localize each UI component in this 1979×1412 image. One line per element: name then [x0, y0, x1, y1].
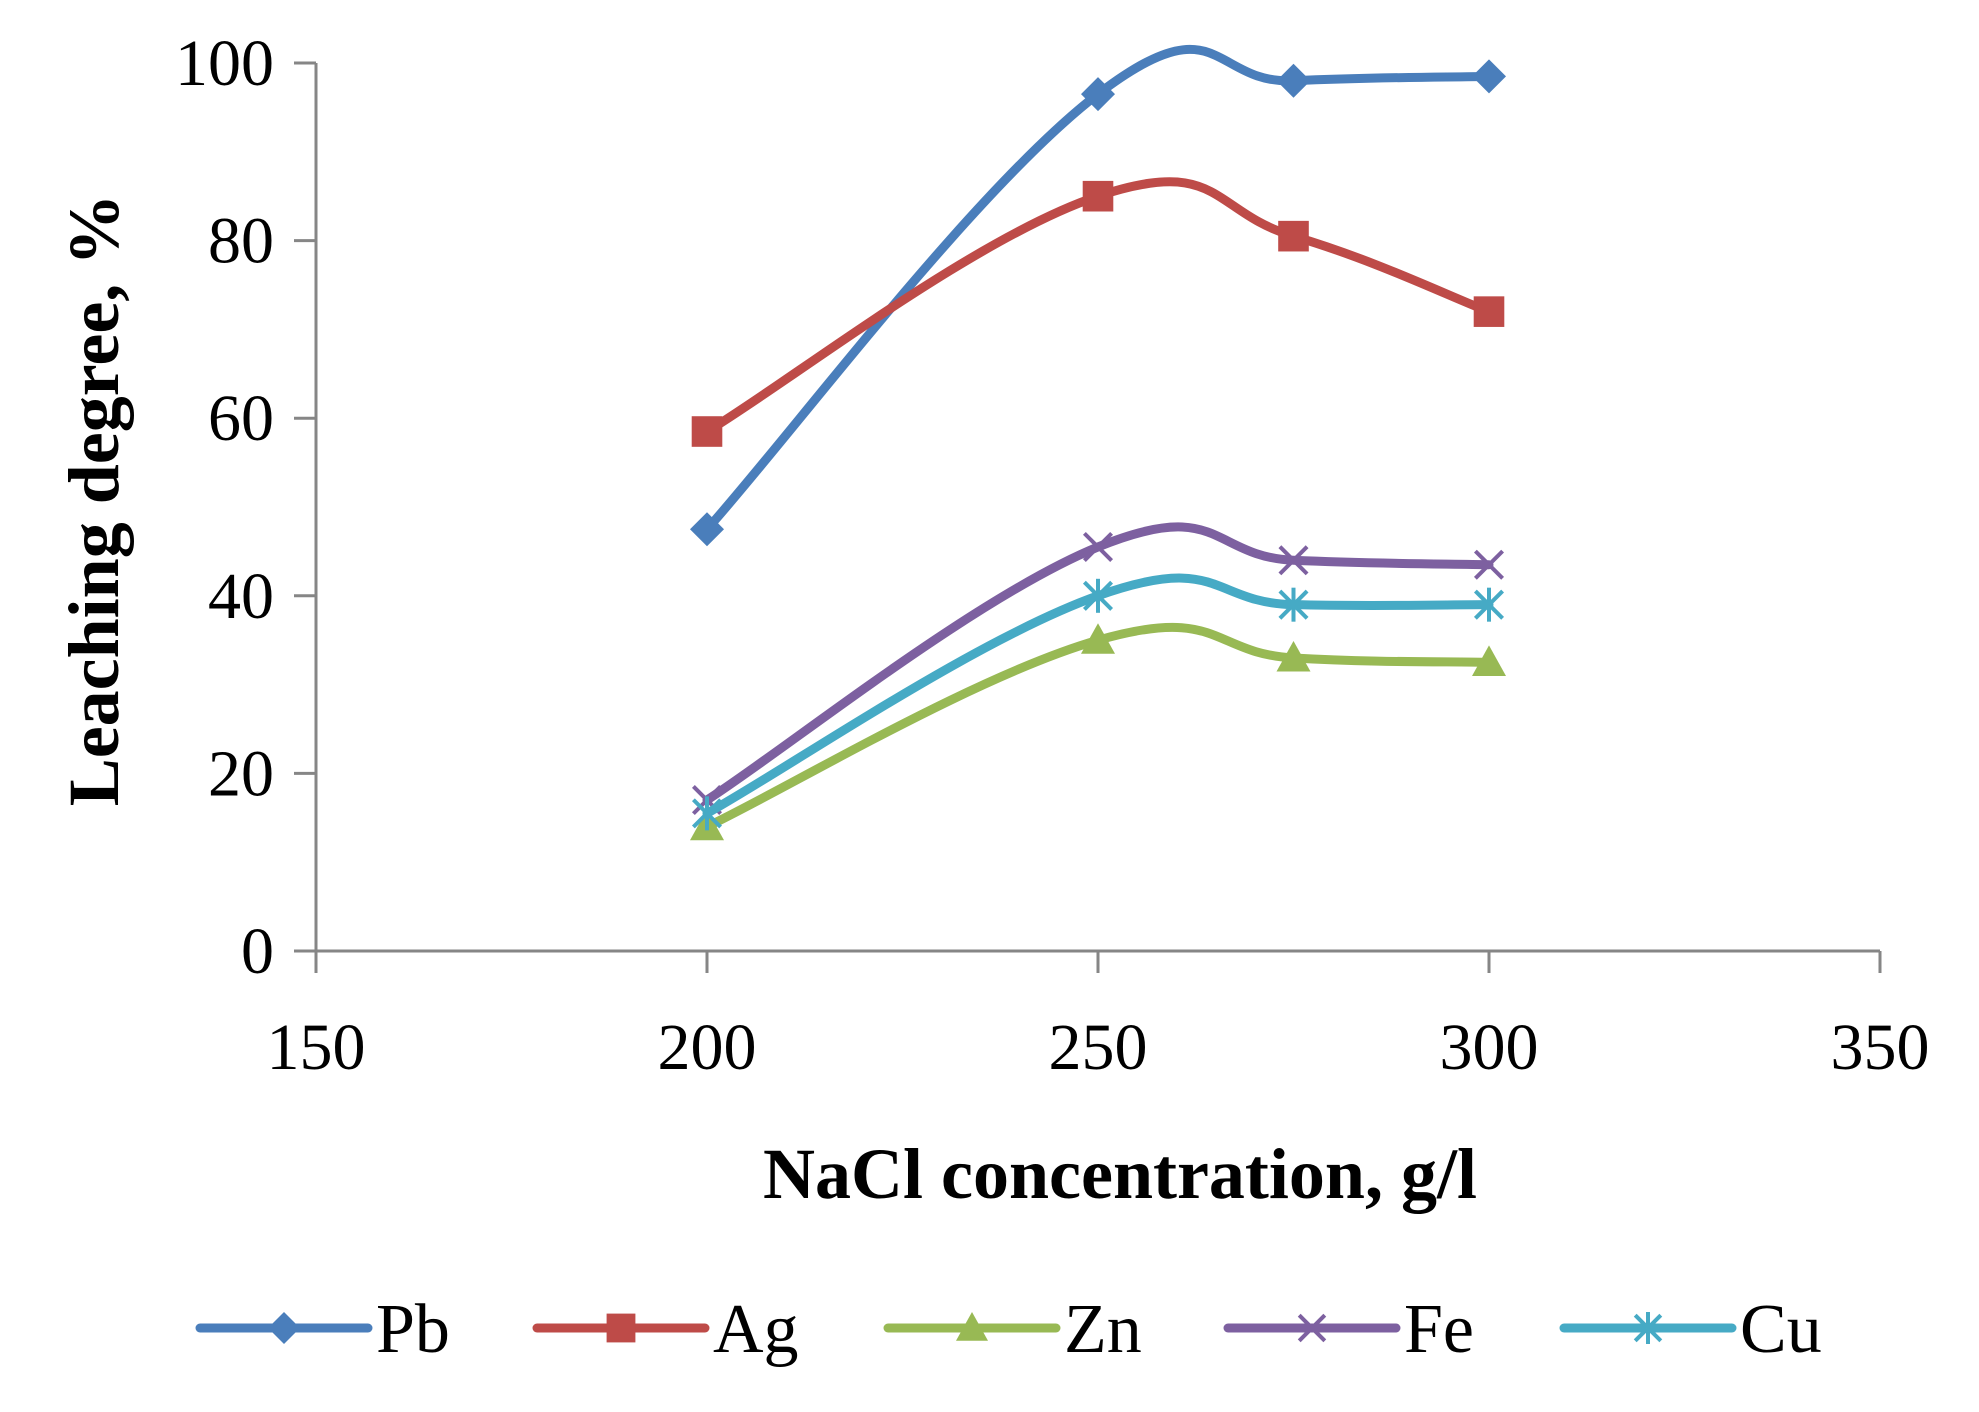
- legend-item-fe: Fe: [1223, 1291, 1474, 1368]
- legend-label: Zn: [1064, 1291, 1142, 1368]
- data-point: [956, 1312, 988, 1341]
- data-point: [1081, 77, 1115, 112]
- data-point: [691, 416, 723, 447]
- series-zn: [690, 622, 1506, 841]
- legend-label: Pb: [376, 1291, 450, 1368]
- series-ag: [691, 177, 1505, 447]
- data-point: [691, 796, 723, 831]
- y-tick-label: 100: [175, 27, 274, 100]
- y-tick-label: 80: [208, 205, 274, 278]
- legend-item-zn: Zn: [883, 1291, 1142, 1368]
- data-point: [1082, 180, 1114, 212]
- legend-item-ag: Ag: [532, 1291, 799, 1368]
- x-axis-title: NaCl concentration, g/l: [763, 1134, 1477, 1214]
- legend-item-pb: Pb: [195, 1291, 450, 1368]
- series-group: [690, 45, 1506, 841]
- axes: 0 20 40 60 80 100 150 200 250 300 350: [175, 27, 1930, 1084]
- y-tick-label: 60: [208, 382, 274, 455]
- legend: Pb Ag Zn Fe Cu: [195, 1291, 1822, 1368]
- y-axis-title: Leaching degree, %: [54, 194, 134, 807]
- x-tick-label: 150: [267, 1011, 366, 1084]
- data-point: [1082, 578, 1114, 613]
- data-point: [1278, 545, 1309, 576]
- y-tick-label: 40: [208, 560, 274, 633]
- series-line-cu: [702, 573, 1494, 818]
- data-point: [1082, 531, 1114, 562]
- series-pb: [690, 45, 1506, 547]
- data-point: [1473, 296, 1505, 327]
- data-point-stroke: [1473, 549, 1505, 580]
- data-point: [1276, 640, 1311, 672]
- data-point: [1472, 59, 1506, 94]
- series-fe: [691, 522, 1505, 816]
- series-line-ag: [702, 177, 1494, 437]
- data-point: [1472, 645, 1506, 676]
- x-tick-label: 300: [1440, 1011, 1539, 1084]
- data-point-stroke: [1297, 1313, 1327, 1343]
- data-point-stroke: [1278, 545, 1309, 576]
- legend-label: Ag: [713, 1291, 799, 1368]
- data-point: [606, 1313, 636, 1343]
- series-cu: [691, 573, 1505, 831]
- data-point: [690, 512, 724, 547]
- data-point: [1081, 623, 1115, 654]
- data-point: [1473, 587, 1505, 622]
- data-point: [1633, 1312, 1663, 1344]
- legend-label: Fe: [1404, 1291, 1474, 1368]
- data-point: [1473, 549, 1505, 580]
- data-point: [268, 1312, 300, 1344]
- data-point: [1278, 587, 1309, 622]
- x-tick-label: 350: [1831, 1011, 1930, 1084]
- data-point: [1297, 1313, 1327, 1343]
- x-tick-label: 200: [658, 1011, 757, 1084]
- x-tick-label: 250: [1049, 1011, 1148, 1084]
- data-point: [1276, 63, 1311, 98]
- series-line-zn: [702, 622, 1494, 832]
- y-tick-label: 0: [241, 915, 274, 988]
- legend-item-cu: Cu: [1559, 1291, 1822, 1368]
- series-line-pb: [702, 45, 1494, 534]
- legend-label: Cu: [1740, 1291, 1822, 1368]
- series-line-fe: [702, 522, 1494, 805]
- data-point-stroke: [1082, 531, 1114, 562]
- data-point: [1278, 220, 1309, 252]
- y-tick-label: 20: [208, 737, 274, 810]
